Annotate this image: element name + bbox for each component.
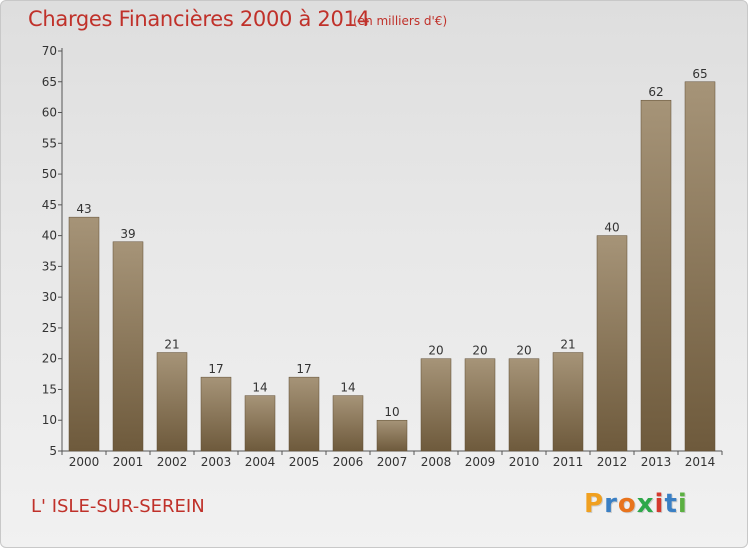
value-label-2003: 17 [208, 362, 223, 376]
x-tick-label-2009: 2009 [465, 455, 496, 469]
value-label-2005: 17 [296, 362, 311, 376]
value-label-2006: 14 [340, 381, 355, 395]
bar-2003 [200, 376, 232, 452]
value-label-2011: 21 [560, 338, 575, 352]
x-tick-label-2005: 2005 [289, 455, 320, 469]
logo-letter: t [664, 489, 678, 519]
proxiti-logo: Proxiti [584, 489, 688, 519]
bar-2001 [112, 241, 144, 452]
value-label-2001: 39 [120, 227, 135, 241]
x-tick-label-2013: 2013 [641, 455, 672, 469]
value-label-2008: 20 [428, 344, 443, 358]
value-label-2007: 10 [384, 405, 399, 419]
y-tick-label: 55 [42, 136, 57, 150]
bar-2012 [596, 235, 628, 452]
bar-2002 [156, 352, 188, 452]
logo-letter: x [636, 489, 655, 519]
y-tick-label: 5 [49, 444, 57, 458]
y-tick-label: 65 [42, 75, 57, 89]
x-tick-label-2008: 2008 [421, 455, 452, 469]
logo-letter: i [677, 489, 688, 519]
value-label-2002: 21 [164, 338, 179, 352]
chart-title: Charges Financières 2000 à 2014 [28, 7, 370, 31]
x-tick-label-2003: 2003 [201, 455, 232, 469]
x-tick-label-2014: 2014 [685, 455, 716, 469]
y-tick-label: 10 [42, 413, 57, 427]
value-label-2010: 20 [516, 344, 531, 358]
value-label-2000: 43 [76, 202, 91, 216]
logo-letter: r [604, 489, 618, 519]
y-tick-label: 45 [42, 198, 57, 212]
value-label-2014: 65 [692, 67, 707, 81]
bar-2004 [244, 395, 276, 452]
bar-2007 [376, 419, 408, 452]
y-tick-label: 25 [42, 321, 57, 335]
logo-letter: o [617, 489, 637, 519]
bar-2014 [684, 81, 716, 452]
x-tick-label-2010: 2010 [509, 455, 540, 469]
x-tick-label-2007: 2007 [377, 455, 408, 469]
commune-name: L' ISLE-SUR-SEREIN [31, 496, 205, 517]
value-label-2004: 14 [252, 381, 267, 395]
x-tick-label-2004: 2004 [245, 455, 276, 469]
y-tick-label: 35 [42, 259, 57, 273]
bar-2009 [464, 358, 496, 452]
x-tick-label-2001: 2001 [113, 455, 144, 469]
chart-subtitle: (en milliers d'€) [353, 14, 448, 28]
y-tick-label: 40 [42, 229, 57, 243]
logo-letter: P [584, 489, 605, 519]
x-tick-label-2012: 2012 [597, 455, 628, 469]
bar-2000 [68, 216, 100, 452]
bar-2008 [420, 358, 452, 452]
y-tick-label: 15 [42, 382, 57, 396]
bar-2005 [288, 376, 320, 452]
y-tick-label: 60 [42, 106, 57, 120]
value-label-2009: 20 [472, 344, 487, 358]
value-label-2013: 62 [648, 85, 663, 99]
bar-2011 [552, 352, 584, 452]
x-tick-label-2006: 2006 [333, 455, 364, 469]
value-label-2012: 40 [604, 221, 619, 235]
y-tick-label: 20 [42, 352, 57, 366]
bar-2006 [332, 395, 364, 452]
bar-2010 [508, 358, 540, 452]
y-tick-label: 30 [42, 290, 57, 304]
x-tick-label-2002: 2002 [157, 455, 188, 469]
x-tick-label-2011: 2011 [553, 455, 584, 469]
x-tick-label-2000: 2000 [69, 455, 100, 469]
y-tick-label: 70 [42, 44, 57, 58]
y-tick-label: 50 [42, 167, 57, 181]
bar-2013 [640, 99, 672, 452]
logo-letter: i [654, 489, 665, 519]
